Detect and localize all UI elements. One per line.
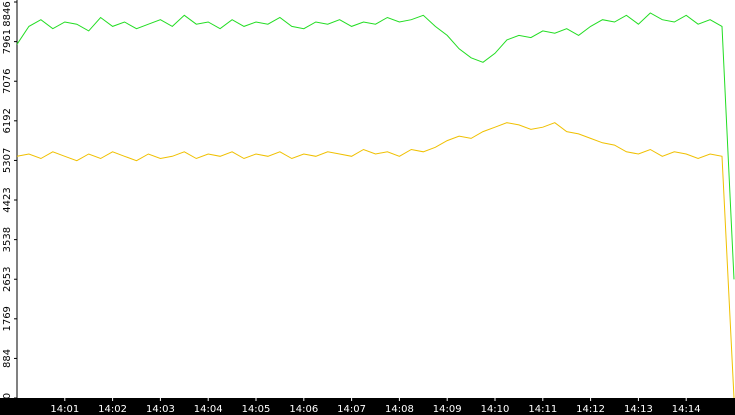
- series-line: [16, 122, 735, 399]
- x-tick-label: 14:11: [528, 404, 557, 415]
- x-tick-label: 14:01: [50, 404, 79, 415]
- x-tick-label: 14:02: [98, 404, 127, 415]
- y-tick-label: 8846: [2, 1, 13, 26]
- y-tick-label: 3538: [2, 227, 13, 252]
- x-tick-label: 14:14: [672, 404, 701, 415]
- y-tick-label: 7076: [2, 69, 13, 94]
- x-tick-label: 14:10: [481, 404, 510, 415]
- x-tick-label: 14:03: [146, 404, 175, 415]
- y-tick-label: 4423: [2, 187, 13, 212]
- y-tick-label: 2653: [2, 267, 13, 292]
- x-tick-label: 14:07: [337, 404, 366, 415]
- y-tick-label: 1769: [2, 306, 13, 331]
- y-tick-label: 0: [2, 393, 13, 399]
- y-tick-label: 7961: [2, 29, 13, 54]
- x-tick-label: 14:13: [624, 404, 653, 415]
- x-tick-label: 14:08: [385, 404, 414, 415]
- series-line: [16, 12, 735, 280]
- x-tick-label: 14:04: [194, 404, 223, 415]
- x-tick-label: 14:06: [289, 404, 318, 415]
- x-tick-label: 14:09: [433, 404, 462, 415]
- y-tick-label: 5307: [2, 148, 13, 173]
- y-tick-label: 884: [2, 349, 13, 368]
- y-tick-label: 6192: [2, 108, 13, 133]
- x-tick-label: 14:12: [576, 404, 605, 415]
- x-axis-bar: [0, 398, 735, 415]
- x-tick-label: 14:05: [242, 404, 271, 415]
